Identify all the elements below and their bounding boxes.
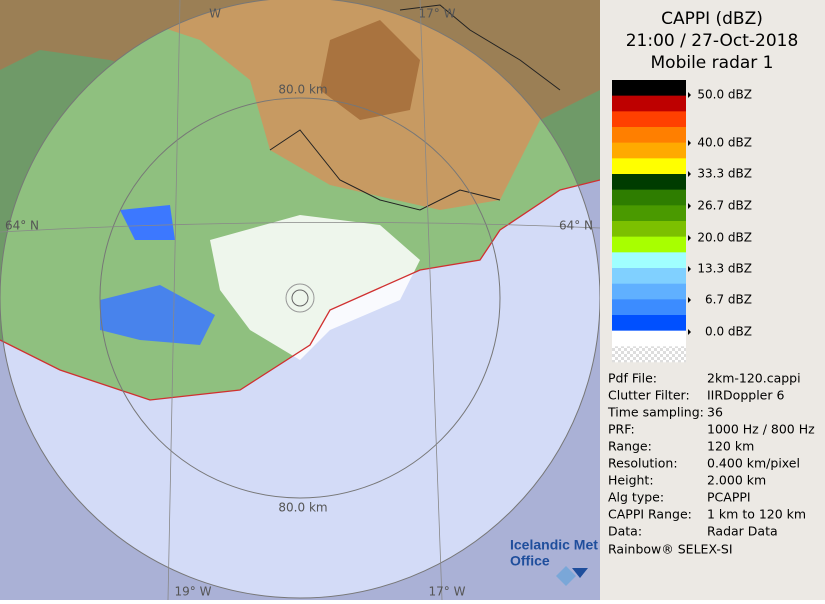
map — [0, 0, 600, 600]
info-value: 36 — [707, 405, 723, 420]
info-value: 1 km to 120 km — [707, 507, 806, 522]
legend-label: 0.0 dBZ — [705, 325, 752, 339]
legend-tick — [688, 329, 691, 335]
map-label: 17° W — [419, 7, 456, 21]
info-value: Radar Data — [707, 524, 778, 539]
legend-title: CAPPI (dBZ) — [661, 9, 763, 29]
legend-label: 50.0 dBZ — [697, 88, 752, 102]
info-key: Range: — [608, 439, 652, 454]
legend-swatch — [612, 236, 686, 253]
legend-swatch — [612, 268, 686, 284]
legend-label: 13.3 dBZ — [697, 262, 752, 276]
legend-swatch — [612, 205, 686, 222]
legend-tick — [688, 92, 691, 98]
legend-swatch — [612, 174, 686, 190]
info-key: Data: — [608, 524, 642, 539]
info-key: Pdf File: — [608, 371, 657, 386]
legend-swatch — [612, 80, 686, 96]
legend-swatch — [612, 252, 686, 269]
legend-label: 33.3 dBZ — [697, 167, 752, 181]
map-label: 17° W — [429, 585, 466, 599]
logo-text: Icelandic Met — [510, 537, 598, 553]
info-value: 0.400 km/pixel — [707, 456, 800, 471]
legend-label: 6.7 dBZ — [705, 293, 752, 307]
info-value: 2km-120.cappi — [707, 371, 801, 386]
legend-swatch — [612, 315, 686, 331]
map-label: 64° N — [559, 219, 593, 233]
legend-tick — [688, 171, 691, 177]
info-key: Alg type: — [608, 490, 664, 505]
info-value: 120 km — [707, 439, 754, 454]
logo-text: Office — [510, 553, 550, 569]
info-value: 1000 Hz / 800 Hz — [707, 422, 815, 437]
legend-label: 26.7 dBZ — [697, 199, 752, 213]
legend-label: 20.0 dBZ — [697, 231, 752, 245]
legend-swatch — [612, 158, 686, 175]
legend-swatch — [612, 283, 686, 300]
legend-swatch — [612, 299, 686, 316]
legend-title: 21:00 / 27-Oct-2018 — [626, 31, 799, 51]
map-label: 80.0 km — [278, 501, 327, 515]
legend-swatch — [612, 330, 686, 347]
legend-swatch — [612, 221, 686, 237]
legend-swatch — [612, 111, 686, 128]
info-key: Clutter Filter: — [608, 388, 690, 403]
legend-title: Mobile radar 1 — [651, 53, 774, 73]
legend-swatch — [612, 189, 686, 206]
map-label: 80.0 km — [278, 83, 327, 97]
info-value: PCAPPI — [707, 490, 751, 505]
info-key: Resolution: — [608, 456, 678, 471]
map-label: 19° W — [175, 585, 212, 599]
info-key: Time sampling: — [607, 405, 704, 420]
legend-swatch — [612, 95, 686, 112]
info-key: Height: — [608, 473, 654, 488]
info-value: IIRDoppler 6 — [707, 388, 784, 403]
legend-tick — [688, 140, 691, 146]
map-label: 64° N — [5, 219, 39, 233]
legend-swatch — [612, 142, 686, 159]
legend-swatch — [612, 127, 686, 143]
info-key: PRF: — [608, 422, 635, 437]
legend-tick — [688, 266, 691, 272]
legend-label: 40.0 dBZ — [697, 136, 752, 150]
legend-tick — [688, 203, 691, 209]
legend-tick — [688, 235, 691, 241]
map-label: W — [209, 7, 221, 21]
logo-mark — [556, 566, 588, 586]
info-key: CAPPI Range: — [608, 507, 692, 522]
info-footer: Rainbow® SELEX-SI — [608, 542, 733, 557]
info-value: 2.000 km — [707, 473, 766, 488]
legend-swatch — [612, 346, 686, 363]
legend-tick — [688, 297, 691, 303]
